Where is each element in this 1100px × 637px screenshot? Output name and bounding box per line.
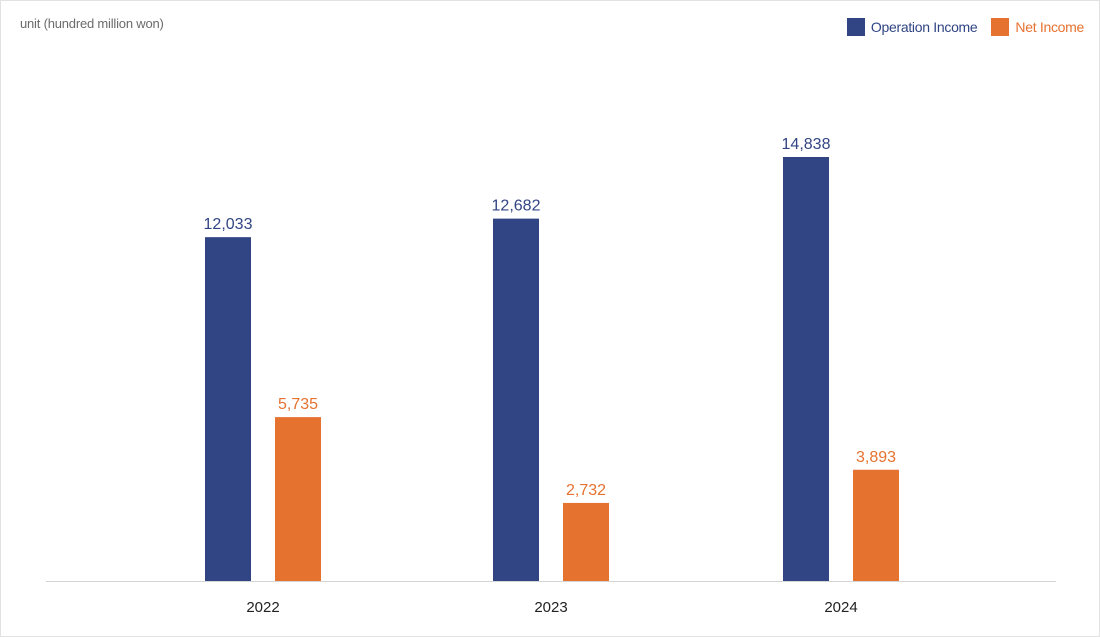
legend-item-net-income: Net Income [991,18,1084,36]
bar-net-income-2023 [563,502,609,581]
legend-label-operation-income: Operation Income [870,19,978,35]
value-label-net-income-2023: 2,732 [566,482,606,499]
legend: Operation Income Net Income [846,18,1084,36]
x-tick-label-2023: 2023 [534,599,567,616]
legend-swatch-net-income [991,18,1010,36]
legend-label-net-income: Net Income [1015,19,1084,35]
bar-net-income-2022 [275,417,321,581]
bar-operation-income-2023 [493,218,539,581]
value-label-net-income-2022: 5,735 [278,396,318,413]
legend-item-operation-income: Operation Income [846,18,978,36]
x-tick-label-2024: 2024 [824,599,857,616]
value-label-operation-income-2022: 12,033 [204,216,253,233]
value-label-operation-income-2023: 12,682 [492,198,541,215]
bar-operation-income-2024 [783,157,829,581]
unit-label: unit (hundred million won) [20,16,164,31]
value-label-net-income-2024: 3,893 [856,449,896,466]
bar-operation-income-2022 [205,237,251,581]
bar-net-income-2024 [853,469,899,581]
value-label-operation-income-2024: 14,838 [782,136,831,153]
legend-swatch-operation-income [846,18,865,36]
x-tick-label-2022: 2022 [246,599,279,616]
